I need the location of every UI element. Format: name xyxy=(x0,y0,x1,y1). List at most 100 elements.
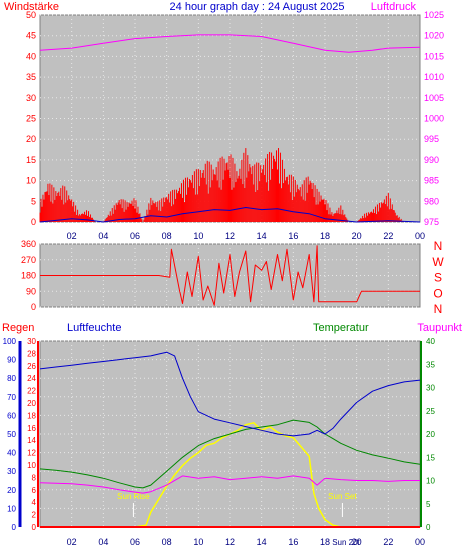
humidity-y-tick-label: 90 xyxy=(7,356,16,365)
wind-x-tick-label: 22 xyxy=(383,231,393,241)
temperature-y-tick-label: 30 xyxy=(426,384,435,393)
humidity-x-tick-label: 22 xyxy=(383,537,393,547)
wind-gust-bars xyxy=(39,148,404,222)
rain-y-tick-label: 22 xyxy=(27,387,36,396)
compass-label: N xyxy=(434,239,443,253)
pressure-y-tick-label: 1005 xyxy=(424,93,444,103)
pressure-y-tick-label: 980 xyxy=(424,196,439,206)
humidity-x-tick-label: 06 xyxy=(130,537,140,547)
temperature-y-tick-label: 40 xyxy=(426,337,435,346)
chart-layer: 0510152025303540455097598098599099510001… xyxy=(3,10,445,547)
rain-y-tick-label: 8 xyxy=(32,473,37,482)
humidity-y-tick-label: 0 xyxy=(12,523,17,532)
wind-x-tick-label: 16 xyxy=(288,231,298,241)
pressure-y-tick-label: 1025 xyxy=(424,10,444,20)
wind-direction-line xyxy=(40,245,420,306)
temperature-y-tick-label: 35 xyxy=(426,360,435,369)
humidity-y-tick-label: 40 xyxy=(7,449,16,458)
wind-axis-label: Windstärke xyxy=(4,1,59,13)
pressure-y-tick-label: 1000 xyxy=(424,114,444,124)
humidity-y-tick-label: 80 xyxy=(7,374,16,383)
wind-y-tick-label: 50 xyxy=(26,10,36,20)
rain-y-tick-label: 12 xyxy=(27,449,36,458)
temperature-axis-label: Temperatur xyxy=(313,322,369,334)
humidity-x-tick-label: 14 xyxy=(257,537,267,547)
pressure-y-tick-label: 1010 xyxy=(424,72,444,82)
wind-y-tick-label: 45 xyxy=(26,31,36,41)
wind-y-tick-label: 20 xyxy=(26,134,36,144)
rain-y-tick-label: 20 xyxy=(27,399,36,408)
direction-y-tick-label: 270 xyxy=(21,255,36,265)
wind-x-tick-label: 20 xyxy=(352,231,362,241)
rain-y-tick-label: 6 xyxy=(32,486,37,495)
humidity-x-tick-label: 04 xyxy=(98,537,108,547)
humidity-x-tick-label: 12 xyxy=(225,537,235,547)
rain-y-tick-label: 28 xyxy=(27,349,36,358)
wind-average-line xyxy=(39,207,421,223)
humidity-y-tick-label: 70 xyxy=(7,393,16,402)
pressure-y-tick-label: 990 xyxy=(424,155,439,165)
wind-y-tick-label: 10 xyxy=(26,176,36,186)
pressure-line xyxy=(39,34,421,53)
wind-x-tick-label: 10 xyxy=(193,231,203,241)
rain-y-tick-label: 24 xyxy=(27,374,36,383)
humidity-y-tick-label: 60 xyxy=(7,411,16,420)
compass-label: W xyxy=(432,255,444,269)
wind-y-tick-label: 30 xyxy=(26,93,36,103)
pressure-y-tick-label: 975 xyxy=(424,217,439,227)
wind-x-tick-label: 06 xyxy=(130,231,140,241)
wind-y-tick-label: 35 xyxy=(26,72,36,82)
rain-axis-label: Regen xyxy=(2,322,34,334)
rain-y-tick-label: 18 xyxy=(27,411,36,420)
humidity-x-tick-label: 08 xyxy=(162,537,172,547)
temperature-y-tick-label: 20 xyxy=(426,430,435,439)
rain-y-tick-label: 10 xyxy=(27,461,36,470)
humidity-x-tick-label: 18 xyxy=(320,537,330,547)
humidity-x-tick-label: 16 xyxy=(288,537,298,547)
wind-x-tick-label: 08 xyxy=(162,231,172,241)
wind-x-tick-label: 00 xyxy=(415,231,425,241)
humidity-x-tick-label: 20 xyxy=(352,537,362,547)
humidity-y-tick-label: 50 xyxy=(7,430,16,439)
compass-label: N xyxy=(434,302,443,316)
humidity-axis-label: Luftfeuchte xyxy=(67,322,121,334)
temperature-y-tick-label: 25 xyxy=(426,407,435,416)
temperature-y-tick-label: 0 xyxy=(426,523,431,532)
pressure-y-tick-label: 1015 xyxy=(424,51,444,61)
temperature-y-tick-label: 15 xyxy=(426,453,435,462)
pressure-y-tick-label: 995 xyxy=(424,134,439,144)
wind-x-tick-label: 18 xyxy=(320,231,330,241)
temperature-line xyxy=(39,419,421,489)
dewpoint-line xyxy=(39,475,420,494)
compass-label: O xyxy=(433,286,442,300)
wind-y-tick-label: 5 xyxy=(31,196,36,206)
direction-y-tick-label: 90 xyxy=(26,286,36,296)
wind-y-tick-label: 15 xyxy=(26,155,36,165)
humidity-x-tick-label: 02 xyxy=(67,537,77,547)
humidity-x-tick-label: 00 xyxy=(415,537,425,547)
wind-y-tick-label: 40 xyxy=(26,51,36,61)
wind-x-tick-label: 02 xyxy=(67,231,77,241)
rain-y-tick-label: 0 xyxy=(32,523,37,532)
temperature-y-tick-label: 10 xyxy=(426,477,435,486)
rain-y-tick-label: 16 xyxy=(27,424,36,433)
wind-x-tick-label: 14 xyxy=(257,231,267,241)
wind-x-tick-label: 12 xyxy=(225,231,235,241)
temperature-y-tick-label: 5 xyxy=(426,500,431,509)
direction-y-tick-label: 0 xyxy=(31,302,36,312)
humidity-y-tick-label: 10 xyxy=(7,504,16,513)
direction-y-tick-label: 180 xyxy=(21,271,36,281)
pressure-axis-label: Luftdruck xyxy=(371,1,417,13)
humidity-y-tick-label: 30 xyxy=(7,467,16,476)
wind-x-tick-label: 04 xyxy=(98,231,108,241)
humidity-x-tick-label: 10 xyxy=(193,537,203,547)
humidity-y-tick-label: 20 xyxy=(7,486,16,495)
pressure-y-tick-label: 985 xyxy=(424,176,439,186)
sunrise-label: Sun Rise xyxy=(117,492,150,501)
sunset-label: Sun Set xyxy=(328,492,357,501)
sun-time-label: Sun 20t xyxy=(332,538,360,547)
solar-radiation-line xyxy=(40,422,420,528)
wind-y-tick-label: 0 xyxy=(31,217,36,227)
wind-y-tick-label: 25 xyxy=(26,114,36,124)
